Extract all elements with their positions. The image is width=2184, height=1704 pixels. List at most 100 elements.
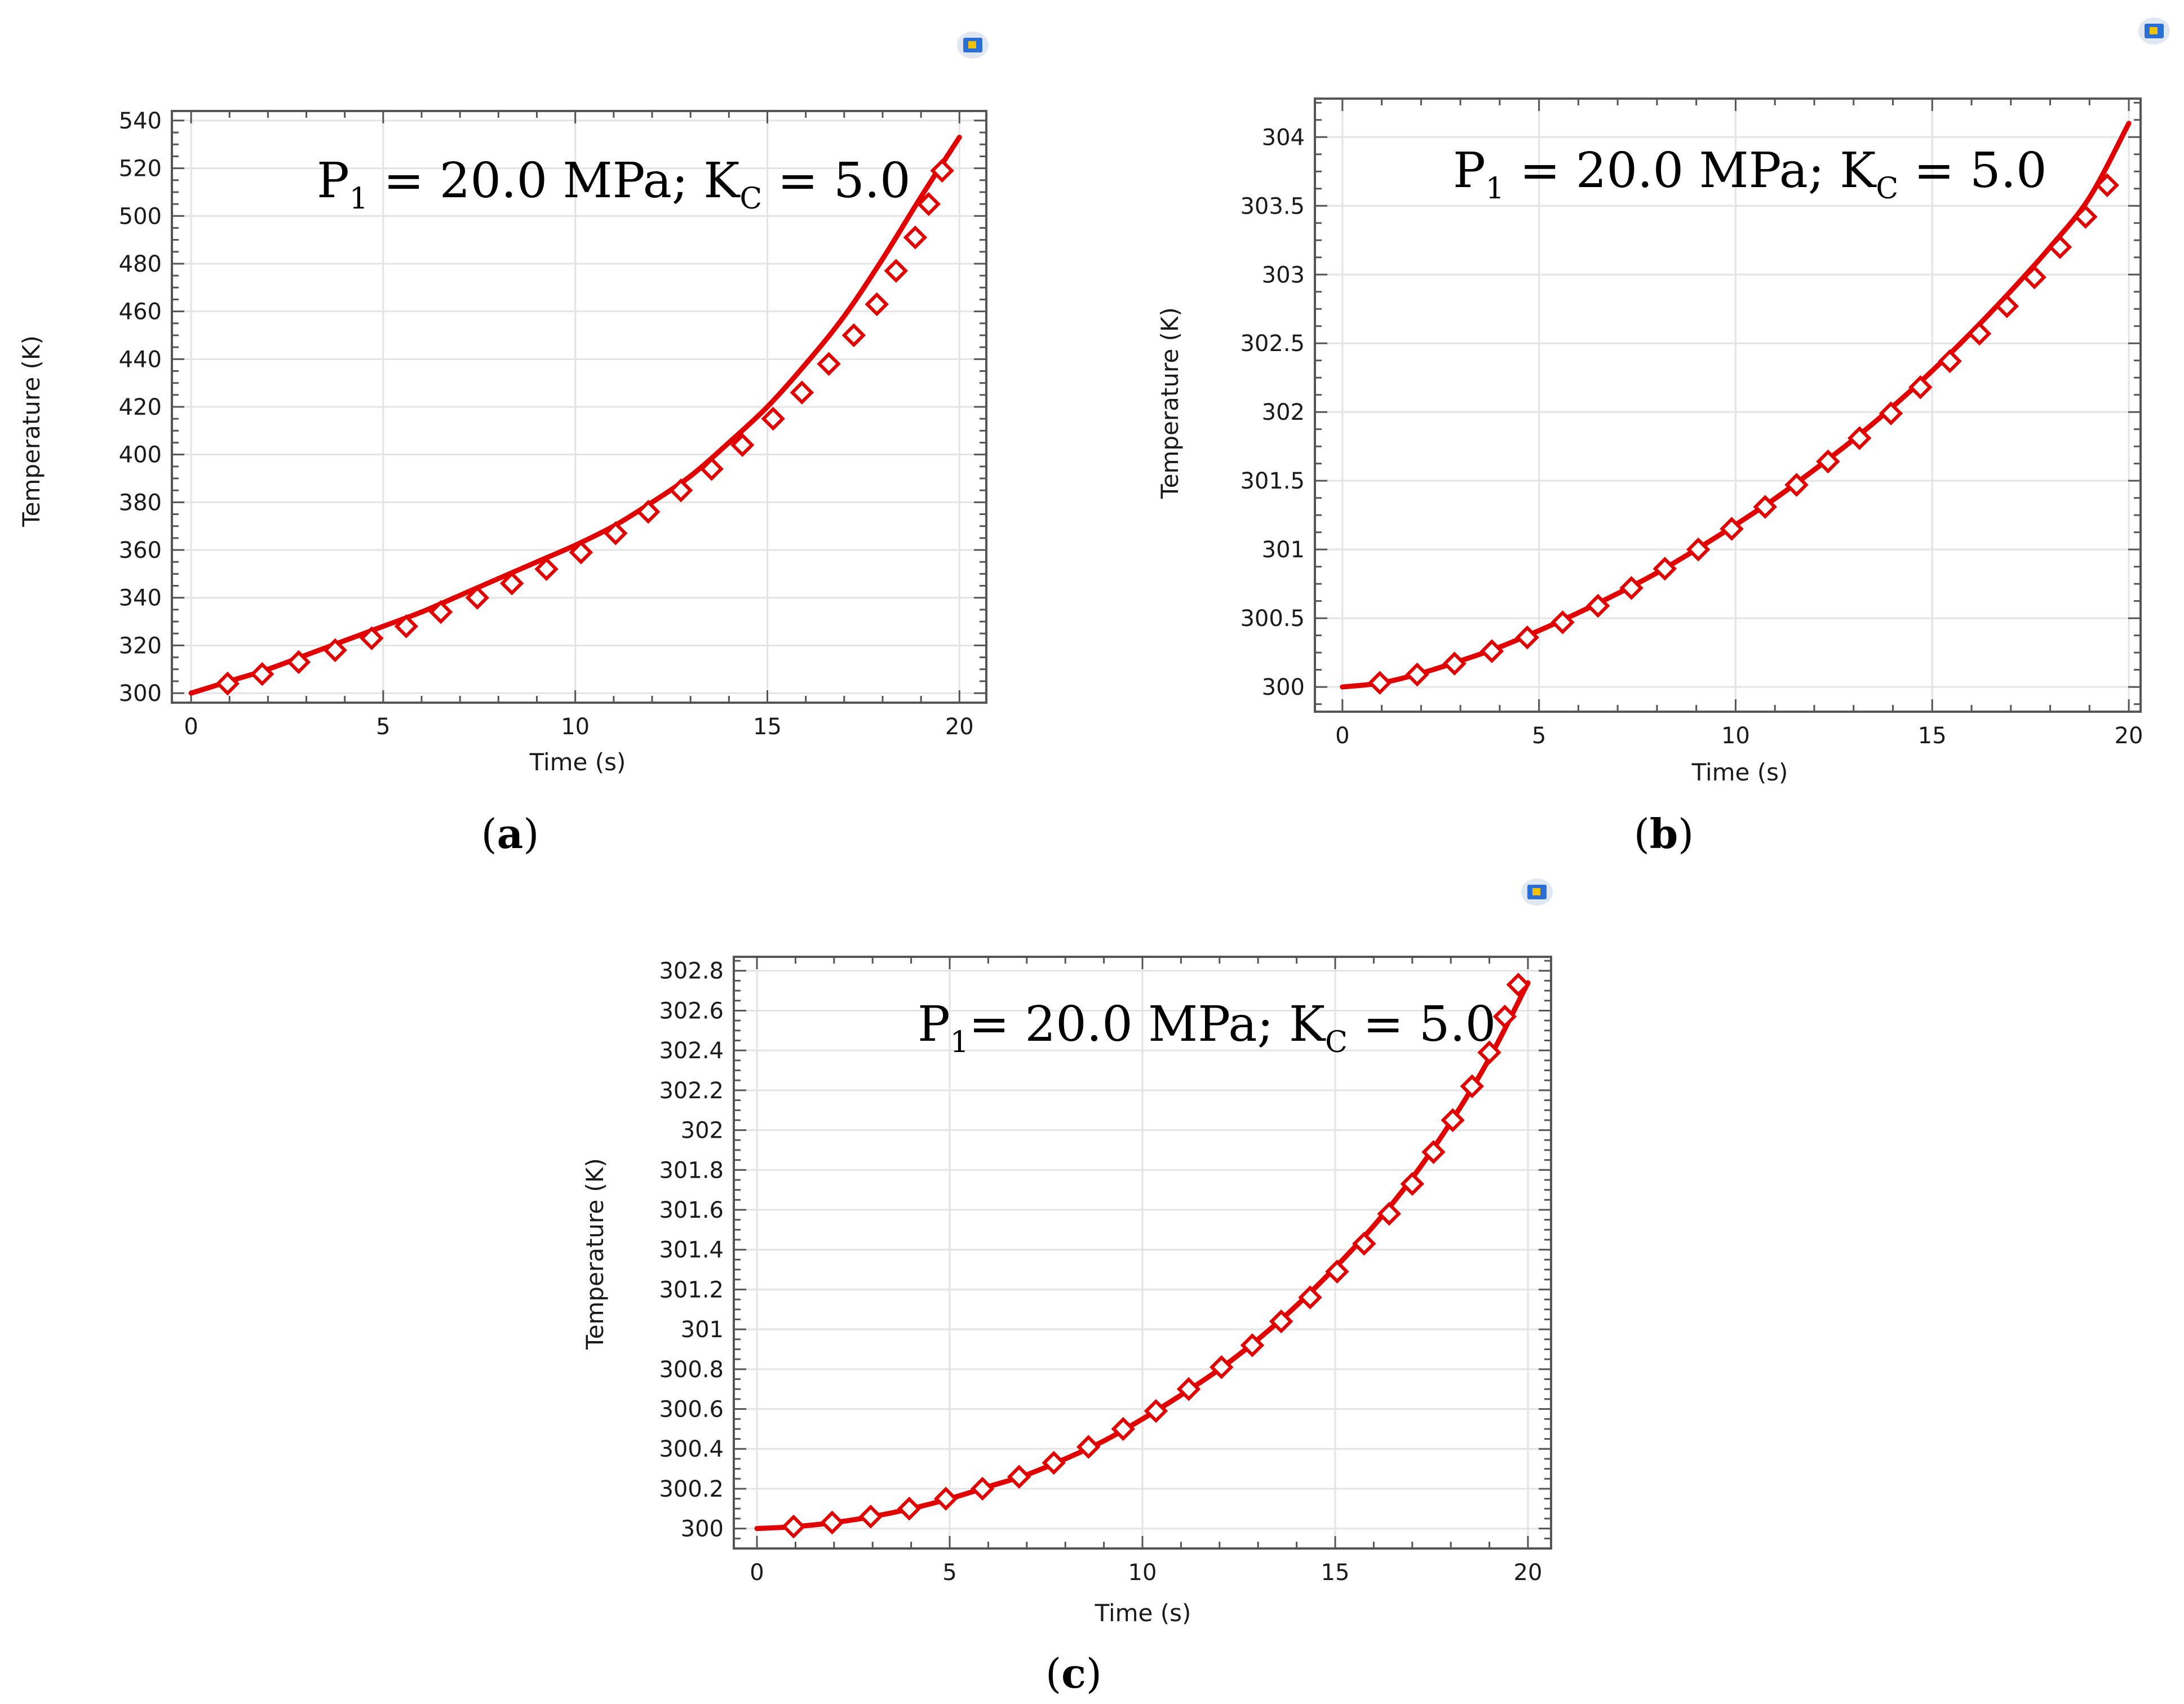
y-tick-label: 460 <box>119 299 162 325</box>
data-point-marker <box>2022 265 2046 290</box>
data-point-marker <box>1421 1140 1446 1164</box>
y-tick-label: 500 <box>119 203 162 229</box>
data-point-marker <box>1686 537 1711 562</box>
data-point-marker <box>1515 625 1539 650</box>
y-tick-label: 300.5 <box>1240 606 1305 632</box>
data-point-marker <box>1506 973 1531 997</box>
x-axis-title: Time (s) <box>529 748 626 776</box>
data-point-marker <box>730 433 755 457</box>
y-tick-label: 301.2 <box>659 1277 724 1303</box>
y-tick-label: 300.6 <box>659 1397 724 1423</box>
data-point-marker <box>970 1476 995 1501</box>
data-point-marker <box>761 406 785 431</box>
x-axis-title: Time (s) <box>1095 1599 1191 1627</box>
x-tick-label: 20 <box>1514 1560 1543 1586</box>
data-point-marker <box>1460 1074 1485 1099</box>
y-tick-label: 302 <box>681 1118 724 1144</box>
chart-panel-c: 0 5 10 15 20 300 300.2 300.4 300.6 300.8 301 301.2 3… <box>581 878 1553 1697</box>
y-tick-label: 300.8 <box>659 1357 724 1383</box>
y-tick-label: 440 <box>119 347 162 372</box>
data-point-marker <box>1653 557 1677 581</box>
chart-logo-icon <box>957 32 989 59</box>
data-point-marker <box>1298 1285 1322 1310</box>
y-tick-label: 304 <box>1262 125 1305 150</box>
data-point-marker <box>933 1486 958 1511</box>
chart-logo-icon <box>1521 878 1553 906</box>
data-point-marker <box>1269 1309 1293 1334</box>
data-point-marker <box>903 225 928 250</box>
x-tick-label: 15 <box>1321 1560 1350 1586</box>
y-tick-label: 380 <box>119 490 162 516</box>
y-axis-title: Temperature (K) <box>17 335 45 527</box>
y-tick-label: 360 <box>119 538 162 563</box>
y-axis-title: Temperature (K) <box>1156 307 1184 499</box>
data-point-marker <box>790 380 814 405</box>
data-point-marker <box>1753 495 1778 519</box>
data-point-marker <box>1619 576 1643 600</box>
data-point-marker <box>360 626 384 650</box>
data-point-marker <box>465 585 490 610</box>
x-tick-label: 5 <box>1532 723 1546 749</box>
data-point-marker <box>1816 449 1840 474</box>
y-tick-label: 300 <box>1262 674 1305 700</box>
data-point-marker <box>1477 1040 1501 1064</box>
data-point-marker <box>286 650 311 674</box>
data-point-marker <box>1144 1399 1168 1423</box>
data-point-marker <box>2095 173 2119 197</box>
x-tick-label: 0 <box>184 714 198 740</box>
data-point-marker <box>858 1505 883 1529</box>
data-point-marker <box>394 614 419 638</box>
data-point-marker <box>323 638 347 663</box>
data-point-marker <box>1400 1172 1425 1196</box>
x-tick-label: 20 <box>945 714 974 740</box>
data-point-marker <box>1352 1231 1376 1256</box>
data-point-marker <box>817 352 841 376</box>
chart-panel-a: 0 5 10 15 20 300 320 340 360 380 400 420 440 460 480 50… <box>17 32 989 858</box>
plot-area <box>1315 99 2141 712</box>
data-point-marker <box>884 259 909 283</box>
y-tick-label: 301.4 <box>659 1237 724 1263</box>
y-tick-label: 520 <box>119 156 162 182</box>
x-tick-label: 0 <box>750 1560 764 1586</box>
data-point-marker <box>1209 1355 1234 1379</box>
annotation: P1 = 20.0 MPa; KC = 5.0 <box>317 153 911 216</box>
data-point-marker <box>1967 321 1992 346</box>
x-tick-label: 0 <box>1335 723 1349 749</box>
data-point-marker <box>1879 401 1903 425</box>
y-tick-label: 480 <box>119 251 162 277</box>
data-point-marker <box>916 192 941 216</box>
data-point-marker <box>1441 1108 1465 1133</box>
y-tick-label: 400 <box>119 442 162 468</box>
annotation: P1= 20.0 MPa; KC = 5.0 <box>918 996 1496 1059</box>
data-point-marker <box>1550 610 1575 634</box>
data-point-marker <box>2048 235 2072 259</box>
data-point-marker <box>1405 662 1429 687</box>
y-tick-label: 300.4 <box>659 1436 724 1462</box>
data-point-marker <box>1325 1259 1349 1284</box>
data-point-marker <box>1938 349 1962 374</box>
data-point-marker <box>1492 1004 1517 1029</box>
x-tick-label: 15 <box>1918 723 1947 749</box>
data-point-marker <box>1479 639 1504 663</box>
x-tick-label: 10 <box>1128 1560 1157 1586</box>
data-point-marker <box>1367 671 1392 695</box>
y-tick-label: 301.6 <box>659 1197 724 1223</box>
data-point-marker <box>897 1497 922 1521</box>
y-tick-label: 301 <box>1262 537 1305 563</box>
y-tick-label: 301 <box>681 1317 724 1343</box>
data-point-marker <box>781 1514 806 1539</box>
x-tick-label: 10 <box>561 714 590 740</box>
data-point-marker <box>1908 375 1933 400</box>
y-tick-label: 320 <box>119 633 162 659</box>
y-tick-label: 302.2 <box>659 1078 724 1104</box>
y-tick-label: 540 <box>119 108 162 134</box>
y-tick-label: 302.4 <box>659 1038 724 1064</box>
y-tick-label: 420 <box>119 394 162 420</box>
y-tick-label: 302.6 <box>659 998 724 1024</box>
x-tick-label: 5 <box>376 714 390 740</box>
chart-panel-b: 0 5 10 15 20 300 300.5 301 301.5 302 302.5 303 303.5… <box>1156 17 2170 858</box>
y-tick-label: 302.5 <box>1240 331 1305 357</box>
y-tick-label: 300 <box>681 1516 724 1542</box>
x-tick-label: 15 <box>753 714 782 740</box>
